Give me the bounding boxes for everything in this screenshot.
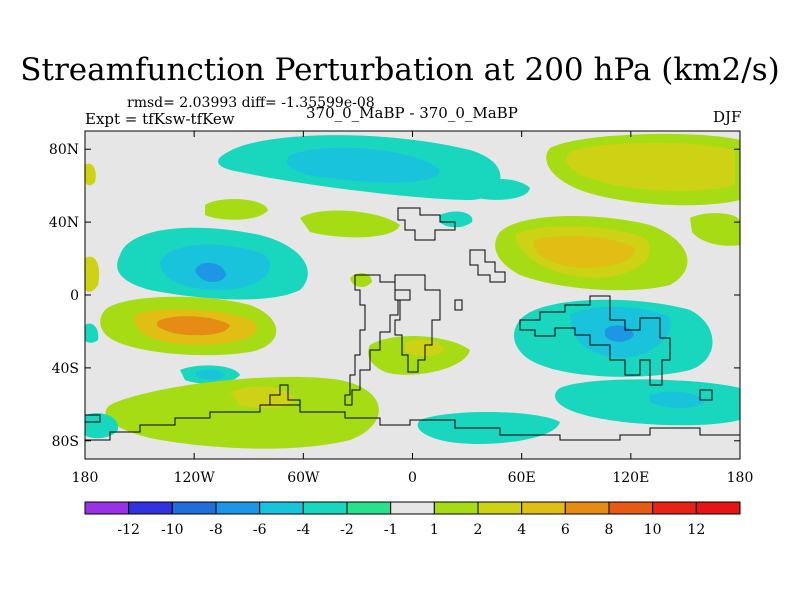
colorbar-label: -8: [209, 522, 223, 538]
outline-south-pacific-islands: [85, 414, 101, 423]
colorbar-swatch: [390, 501, 435, 515]
outline-north-atlantic-islands: [397, 207, 456, 241]
colorbar-swatch: [608, 501, 654, 515]
colorbar-label: -6: [253, 522, 267, 538]
outline-asia-maritime: [519, 295, 671, 386]
colorbar-swatch: [346, 501, 392, 515]
season-label: DJF: [713, 108, 742, 126]
plot-area: [85, 131, 740, 459]
outline-africa: [394, 274, 441, 373]
contour-fills: [85, 133, 740, 449]
colorbar-swatch: [564, 501, 610, 515]
colorbar-label: 12: [687, 522, 705, 538]
colorbar-label: 8: [605, 522, 614, 538]
x-tick-label: 180: [727, 470, 754, 486]
colorbar-swatch: [302, 501, 348, 515]
outline-east-asia: [469, 249, 506, 283]
colorbar-swatch: [695, 501, 741, 515]
contour-pos-40N-east: [690, 213, 740, 246]
colorbar-swatch: [433, 501, 479, 515]
contour-pos-78N-core: [566, 142, 735, 192]
colorbar-swatch: [652, 501, 697, 515]
y-tick-label: 80S: [52, 434, 79, 450]
contour-neg-60S-east-core: [650, 391, 705, 408]
y-tick-label: 40N: [49, 215, 79, 231]
contour-pos-south-atlantic: [105, 376, 379, 449]
x-tick-label: 0: [408, 470, 417, 486]
contour-pos-45N-west: [205, 198, 268, 220]
contour-neg-north-east: [470, 178, 530, 200]
contour-neg-45S-west-core: [196, 369, 225, 380]
contour-pos-15S-core: [156, 316, 230, 336]
colorbar-swatch: [521, 501, 566, 515]
colorbar-swatch: [259, 501, 304, 515]
contour-neg-10N-core: [195, 262, 226, 282]
colorbar-swatch: [84, 501, 130, 515]
comparison-label: 370_0_MaBP - 370_0_MaBP: [306, 104, 518, 122]
colorbar-label: -2: [340, 522, 354, 538]
colorbar-swatch: [477, 501, 523, 515]
outline-southeast-asia-islands: [454, 299, 463, 311]
y-tick-label: 0: [70, 288, 79, 304]
x-tick-label: 120W: [174, 470, 216, 486]
x-tick-label: 120E: [612, 470, 649, 486]
outline-antarctica: [85, 404, 740, 441]
y-tick-label: 40S: [52, 361, 79, 377]
contour-pos-south-atlantic-core: [230, 386, 295, 409]
outline-antarctic-peninsula: [260, 384, 301, 406]
colorbar-label: 4: [517, 522, 526, 538]
y-tick-label: 80N: [49, 142, 79, 158]
y-axis: 80N 40N 0 40S 80S: [49, 142, 740, 450]
colorbar-label: 10: [644, 522, 662, 538]
colorbar-label: -1: [384, 522, 398, 538]
colorbar-label: -4: [297, 522, 311, 538]
outline-south-america: [344, 274, 411, 406]
outline-new-zealand: [699, 389, 713, 401]
chart-title: Streamfunction Perturbation at 200 hPa (…: [20, 52, 780, 88]
contour-neg-60S-east: [555, 379, 740, 426]
contour-pos-west-edge-80N: [85, 163, 96, 186]
x-tick-label: 60W: [287, 470, 320, 486]
contour-neg-west-edge-20S: [85, 323, 99, 343]
contour-pos-30N-core: [534, 235, 635, 268]
colorbar-label: 6: [561, 522, 570, 538]
contour-pos-west-edge-10N: [85, 256, 100, 292]
colorbar-label: 2: [474, 522, 483, 538]
colorbar-label: -10: [161, 522, 184, 538]
contour-pos-45N-atlantic: [300, 210, 400, 238]
contour-neg-north-core: [286, 147, 440, 183]
stats-label: rmsd= 2.03993 diff= -1.35599e-08: [127, 95, 375, 111]
colorbar: -12 -10 -8 -6 -4 -2 -1 1 2 4 6 8 10 12: [84, 501, 741, 538]
x-tick-label: 180: [72, 470, 99, 486]
colorbar-swatch: [171, 501, 217, 515]
colorbar-swatch: [128, 501, 173, 515]
continent-outlines: [85, 207, 740, 441]
colorbar-label: -12: [117, 522, 140, 538]
colorbar-swatch: [215, 501, 261, 515]
x-axis: 180 120W 60W 0 60E 120E 180: [72, 131, 754, 486]
experiment-label: Expt = tfKsw-tfKew: [85, 110, 235, 128]
colorbar-label: 1: [430, 522, 439, 538]
x-tick-label: 60E: [508, 470, 536, 486]
contour-neg-45N-east: [440, 211, 473, 228]
